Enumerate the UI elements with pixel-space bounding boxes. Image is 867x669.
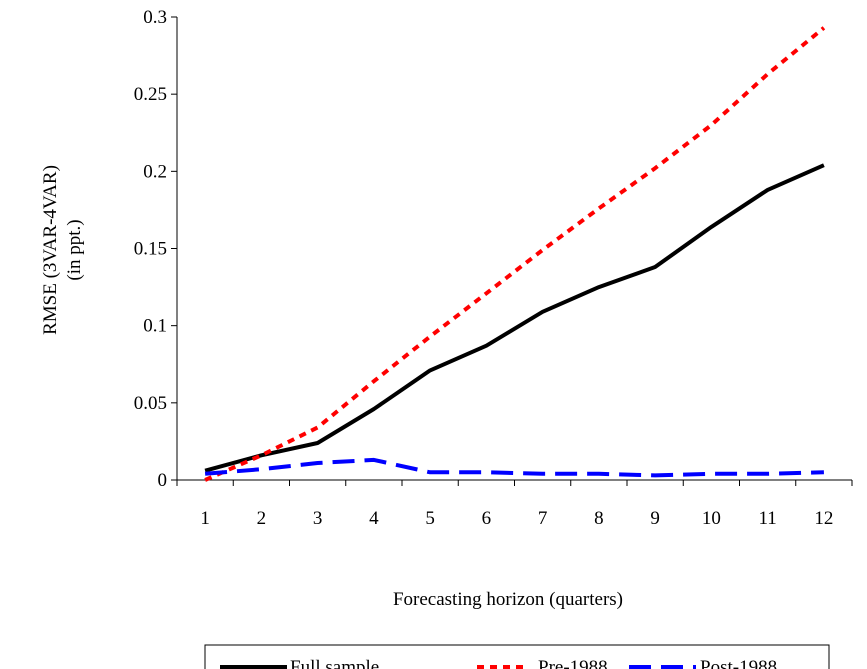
y-tick-label: 0.1 [143, 316, 167, 337]
x-tick-label: 8 [594, 508, 604, 529]
x-tick-label: 1 [200, 508, 210, 529]
x-tick-label: 5 [425, 508, 435, 529]
legend: Full sample Pre-1988 Post-1988 [204, 644, 830, 669]
y-tick-label: 0.3 [143, 7, 167, 28]
series-line-pre-1988 [204, 26, 826, 482]
x-axis-ticks: 1 2 3 4 5 6 7 8 9 10 11 12 [176, 480, 853, 529]
x-tick-label: 11 [758, 508, 776, 529]
x-tick-label: 10 [702, 508, 721, 529]
y-axis-ticks: 0 0.05 0.1 0.15 0.2 0.25 0.3 [134, 7, 177, 491]
x-tick-label: 4 [369, 508, 379, 529]
y-tick-label: 0.05 [134, 393, 167, 414]
x-axis-title: Forecasting horizon (quarters) [393, 589, 623, 610]
x-tick-label: 9 [650, 508, 660, 529]
x-tick-label: 12 [814, 508, 833, 529]
y-tick-label: 0.2 [143, 161, 167, 182]
y-axis-title: RMSE (3VAR-4VAR) (in ppt.) [40, 165, 85, 335]
x-tick-label: 7 [538, 508, 548, 529]
series-line-full-sample [204, 163, 825, 473]
x-tick-label: 6 [482, 508, 492, 529]
legend-label-pre-1988: Pre-1988 [538, 657, 608, 669]
y-tick-label: 0.15 [134, 239, 167, 260]
y-tick-label: 0 [158, 470, 168, 491]
legend-label-post-1988: Post-1988 [700, 657, 777, 669]
legend-label-full-sample: Full sample [290, 657, 379, 669]
series-group [204, 26, 826, 482]
series-line-post-1988 [204, 457, 824, 478]
x-tick-label: 3 [313, 508, 323, 529]
y-axis-title-line2: (in ppt.) [64, 219, 85, 280]
y-tick-label: 0.25 [134, 84, 167, 105]
y-axis-title-line1: RMSE (3VAR-4VAR) [40, 165, 61, 335]
axes [176, 17, 852, 481]
x-tick-label: 2 [257, 508, 267, 529]
